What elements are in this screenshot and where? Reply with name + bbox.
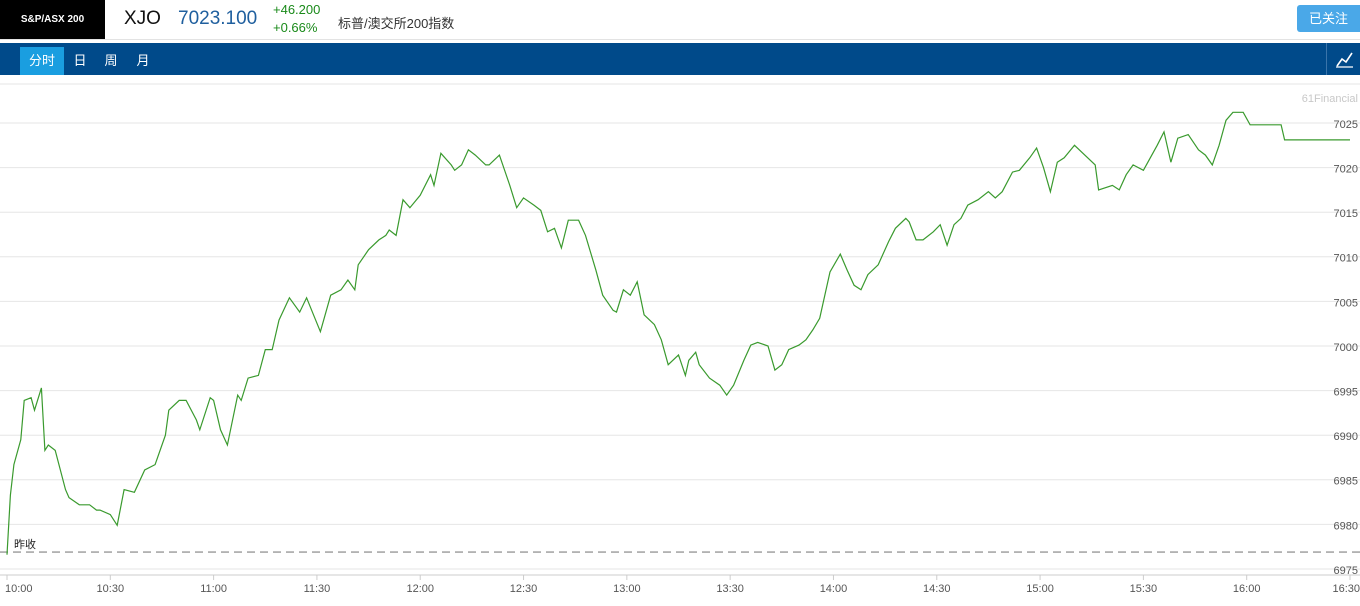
- y-tick-label: 6995: [1334, 387, 1358, 399]
- symbol: XJO: [124, 8, 161, 29]
- x-tick-label: 14:30: [923, 583, 951, 595]
- header: S&P/ASX 200 XJO 7023.100 +46.200 +0.66% …: [0, 0, 1360, 40]
- x-tick-label: 12:00: [406, 583, 434, 595]
- x-tick-label: 15:30: [1130, 583, 1158, 595]
- y-tick-label: 7000: [1334, 342, 1358, 354]
- x-tick-label: 16:30: [1332, 583, 1360, 595]
- x-tick-label: 12:30: [510, 583, 538, 595]
- x-tick-label: 15:00: [1026, 583, 1054, 595]
- y-tick-label: 6985: [1334, 476, 1358, 488]
- x-tick-label: 13:30: [716, 583, 744, 595]
- prev-close-label: 昨收: [14, 537, 36, 551]
- x-tick-label: 14:00: [820, 583, 848, 595]
- index-name-cn: 标普/澳交所200指数: [338, 16, 455, 31]
- x-tick-label: 10:30: [97, 583, 125, 595]
- y-tick-label: 7015: [1334, 208, 1358, 220]
- tab[interactable]: 周: [104, 53, 118, 68]
- index-name: S&P/ASX 200: [0, 0, 105, 39]
- chart-icon: [1336, 52, 1353, 68]
- tab[interactable]: 月: [136, 53, 150, 68]
- x-tick-label: 11:30: [304, 583, 331, 595]
- y-tick-label: 6990: [1334, 431, 1358, 443]
- price-line: [6, 111, 1350, 555]
- y-tick-label: 6980: [1334, 520, 1358, 532]
- tab[interactable]: 分时: [20, 47, 64, 75]
- x-tick-label: 13:00: [613, 583, 641, 595]
- y-tick-label: 7025: [1334, 119, 1358, 131]
- chart-toggle[interactable]: [1326, 43, 1360, 75]
- change: +46.200: [273, 2, 321, 17]
- watermark: 61Financial: [1302, 93, 1358, 105]
- price: 7023.100: [178, 8, 258, 29]
- tab-bar: 分时 日 周 月: [0, 43, 1360, 75]
- y-tick-label: 6975: [1334, 565, 1358, 577]
- tab[interactable]: 日: [73, 53, 87, 68]
- follow-button[interactable]: 已关注: [1297, 5, 1360, 32]
- x-tick-label: 11:00: [200, 583, 227, 595]
- y-tick-label: 7010: [1334, 253, 1358, 265]
- x-tick-label: 10:00: [5, 583, 33, 595]
- y-tick-label: 7020: [1334, 164, 1358, 176]
- x-tick-label: 16:00: [1233, 583, 1261, 595]
- change-pct: +0.66%: [273, 20, 318, 35]
- y-tick-label: 7005: [1334, 297, 1358, 309]
